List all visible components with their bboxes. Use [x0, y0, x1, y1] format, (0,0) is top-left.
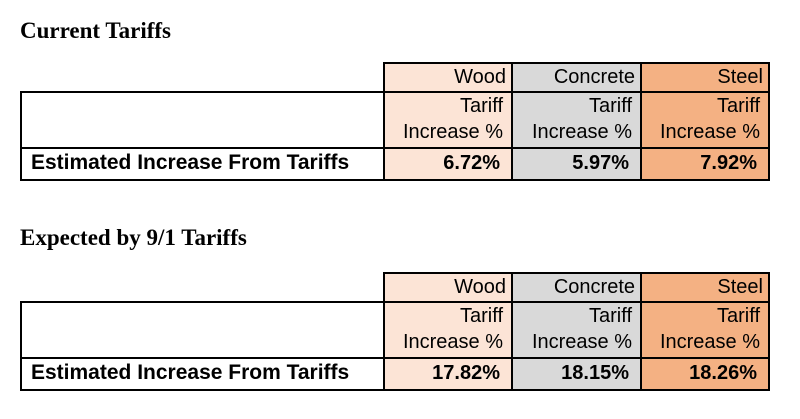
table-row-subheaders: Tariff Increase % Tariff Increase % Tari… — [20, 91, 770, 149]
table-row-subheaders: Tariff Increase % Tariff Increase % Tari… — [20, 301, 770, 359]
spacer-cell — [21, 63, 384, 92]
value-cell-steel: 7.92% — [640, 147, 770, 181]
row-label-cell: Estimated Increase From Tariffs — [20, 147, 385, 181]
subheader-cell-steel: Tariff Increase % — [640, 91, 770, 149]
section-title-expected-tariffs: Expected by 9/1 Tariffs — [20, 225, 247, 250]
value-cell-wood: 17.82% — [383, 357, 513, 391]
section-title-current-tariffs: Current Tariffs — [20, 18, 171, 43]
table-row-materials: Wood Concrete Steel — [21, 272, 770, 303]
table-row-values: Estimated Increase From Tariffs 6.72% 5.… — [20, 147, 770, 181]
empty-label-cell — [20, 91, 385, 149]
spacer-cell — [21, 273, 384, 302]
empty-label-cell — [20, 301, 385, 359]
column-header-wood: Wood — [383, 272, 513, 303]
value-cell-wood: 6.72% — [383, 147, 513, 181]
table-row-values: Estimated Increase From Tariffs 17.82% 1… — [20, 357, 770, 391]
column-header-concrete: Concrete — [511, 62, 642, 93]
subheader-cell-wood: Tariff Increase % — [383, 301, 513, 359]
expected-tariffs-table: Wood Concrete Steel Tariff Increase % Ta… — [20, 272, 770, 391]
current-tariffs-table: Wood Concrete Steel Tariff Increase % Ta… — [20, 62, 770, 181]
row-label-cell: Estimated Increase From Tariffs — [20, 357, 385, 391]
subheader-cell-concrete: Tariff Increase % — [511, 91, 642, 149]
column-header-steel: Steel — [640, 272, 770, 303]
value-cell-concrete: 5.97% — [511, 147, 642, 181]
subheader-cell-wood: Tariff Increase % — [383, 91, 513, 149]
subheader-cell-concrete: Tariff Increase % — [511, 301, 642, 359]
column-header-wood: Wood — [383, 62, 513, 93]
table-row-materials: Wood Concrete Steel — [21, 62, 770, 93]
value-cell-concrete: 18.15% — [511, 357, 642, 391]
subheader-cell-steel: Tariff Increase % — [640, 301, 770, 359]
column-header-concrete: Concrete — [511, 272, 642, 303]
column-header-steel: Steel — [640, 62, 770, 93]
value-cell-steel: 18.26% — [640, 357, 770, 391]
